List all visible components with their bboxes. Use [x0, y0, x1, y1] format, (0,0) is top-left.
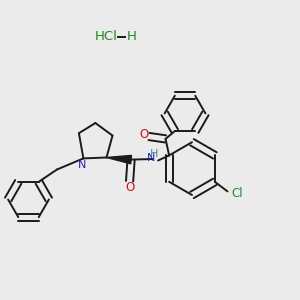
Text: O: O — [139, 128, 148, 142]
Text: Cl: Cl — [231, 187, 243, 200]
Text: H: H — [150, 148, 158, 159]
Polygon shape — [106, 155, 131, 164]
Text: H: H — [127, 30, 136, 43]
Text: N: N — [146, 153, 155, 163]
Text: O: O — [125, 181, 134, 194]
Text: N: N — [78, 160, 86, 170]
Text: HCl: HCl — [94, 30, 117, 43]
